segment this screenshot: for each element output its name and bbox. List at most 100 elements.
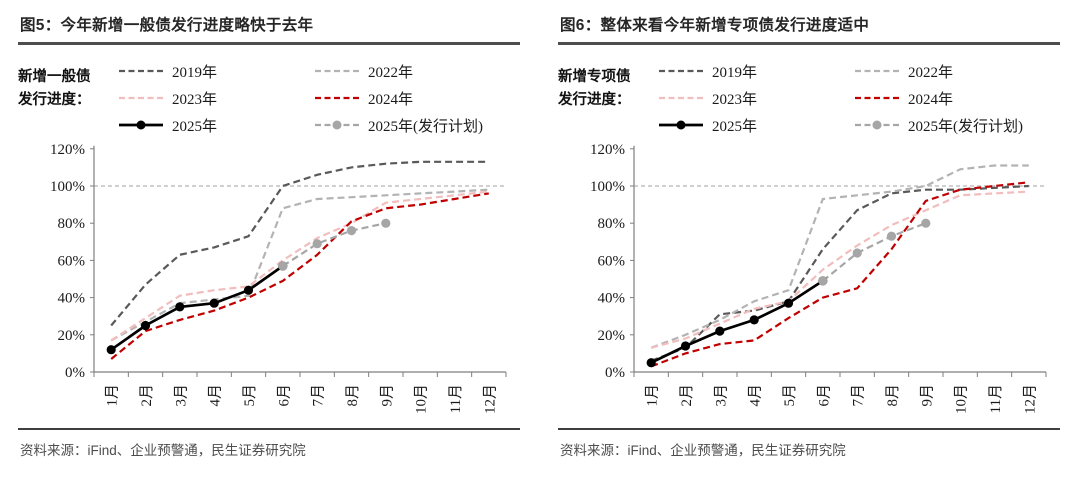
legend-item-2022年: 2022年 xyxy=(854,60,1023,82)
legend-item-2025年(发行计划): 2025年(发行计划) xyxy=(314,114,483,136)
series-marker-2025年(发行计划) xyxy=(886,231,897,241)
x-axis-tick-label: 11月 xyxy=(448,384,464,413)
chart-canvas: 0% 20% 40% 60% 80% 100% 120% 1月 2月 3月 4月 5月 6月 7月 8月 9月… xyxy=(50,142,507,414)
legend-marker-dot xyxy=(332,120,342,130)
legend-axis-label: 新增专项债 发行进度： xyxy=(558,58,658,136)
figure-title: 图5：今年新增一般债发行进度略快于去年 xyxy=(18,10,520,45)
x-axis-tick-label: 5月 xyxy=(242,384,258,407)
x-axis-tick-label: 12月 xyxy=(482,384,498,414)
x-axis-tick-label: 3月 xyxy=(713,384,729,407)
legend-line-swatch xyxy=(119,120,163,130)
series-marker-2025年 xyxy=(209,298,219,308)
x-axis-tick-label: 4月 xyxy=(748,384,764,407)
legend-line-swatch xyxy=(855,69,899,73)
series-marker-2025年 xyxy=(715,326,725,336)
y-axis-tick-label: 60% xyxy=(598,253,626,269)
legend: 新增一般债 发行进度： 2019年 2022年 2023年 2024年 2025… xyxy=(18,58,520,136)
legend-line-swatch xyxy=(119,96,163,100)
series-marker-2025年(发行计划) xyxy=(278,261,288,271)
x-axis-tick-label: 8月 xyxy=(345,384,361,407)
line-chart-special-bond-progress: 0% 20% 40% 60% 80% 100% 120% 1月 2月 3月 4月 5月 6月 7月 8月 9月… xyxy=(558,142,1060,424)
series-line-2025年(发行计划) xyxy=(282,222,387,267)
chart-canvas: 0% 20% 40% 60% 80% 100% 120% 1月 2月 3月 4月 5月 6月 7月 8月 9月… xyxy=(590,142,1047,414)
series-marker-2025年 xyxy=(783,298,794,308)
legend-marker-dot xyxy=(676,120,686,130)
y-axis-tick-label: 20% xyxy=(58,328,86,344)
series-marker-2025年(发行计划) xyxy=(312,239,322,249)
y-axis-tick-label: 60% xyxy=(58,253,86,269)
legend-series-label: 2022年 xyxy=(908,64,954,81)
legend-series-label: 2023年 xyxy=(172,91,218,108)
legend-axis-label-line2: 发行进度： xyxy=(18,92,91,109)
series-line-2024年 xyxy=(110,192,489,360)
x-axis-tick-label: 9月 xyxy=(919,384,935,407)
legend-items: 2019年 2022年 2023年 2024年 2025年 2025年(发行计划… xyxy=(118,58,483,136)
x-axis-tick-label: 12月 xyxy=(1022,384,1038,414)
legend-series-label: 2019年 xyxy=(712,64,758,81)
legend-line-swatch xyxy=(659,69,703,73)
y-axis-tick-label: 100% xyxy=(50,179,85,195)
y-axis-tick-label: 0% xyxy=(605,365,625,381)
legend-line-swatch xyxy=(855,96,899,100)
series-marker-2025年(发行计划) xyxy=(921,218,931,228)
legend-marker-dot xyxy=(136,120,146,130)
series-line-2025年(发行计划) xyxy=(822,222,927,282)
series-line-2022年 xyxy=(110,188,489,342)
legend-item-2024年: 2024年 xyxy=(854,87,1023,109)
legend-line-swatch xyxy=(315,96,359,100)
x-axis-tick-label: 7月 xyxy=(311,384,327,407)
report-figures-row: 图5：今年新增一般债发行进度略快于去年 新增一般债 发行进度： 2019年 20… xyxy=(0,0,1080,459)
y-axis-tick-label: 0% xyxy=(65,365,85,381)
series-marker-2025年 xyxy=(106,345,116,355)
legend-axis-label-line1: 新增一般债 xyxy=(18,69,91,85)
source-note: 资料来源：iFind、企业预警通，民生证券研究院 xyxy=(18,428,520,459)
legend-series-label: 2024年 xyxy=(368,91,414,108)
legend-series-label: 2025年(发行计划) xyxy=(908,118,1023,135)
x-axis-tick-label: 8月 xyxy=(885,384,901,407)
series-marker-2025年 xyxy=(680,341,691,351)
legend-axis-label-line2: 发行进度： xyxy=(558,92,631,109)
x-axis-tick-label: 11月 xyxy=(988,384,1004,413)
series-line-2023年 xyxy=(650,190,1029,349)
x-axis-tick-label: 10月 xyxy=(414,384,430,414)
legend-item-2022年: 2022年 xyxy=(314,60,483,82)
legend-item-2025年: 2025年 xyxy=(118,114,314,136)
legend-item-2023年: 2023年 xyxy=(658,87,854,109)
legend-item-2019年: 2019年 xyxy=(658,60,854,82)
series-line-2019年 xyxy=(650,184,1029,362)
legend-line-swatch xyxy=(315,120,359,130)
x-axis-tick-label: 1月 xyxy=(105,384,121,407)
x-axis-tick-label: 10月 xyxy=(954,384,970,414)
panel-fig6: 图6：整体来看今年新增专项债发行进度适中 新增专项债 发行进度： 2019年 2… xyxy=(540,0,1080,459)
y-axis-tick-label: 40% xyxy=(598,291,626,307)
series-marker-2025年 xyxy=(749,315,759,325)
x-axis-tick-label: 4月 xyxy=(208,384,224,407)
legend-series-label: 2024年 xyxy=(908,91,954,108)
series-marker-2025年(发行计划) xyxy=(346,226,357,236)
series-line-2025年 xyxy=(650,279,824,364)
series-marker-2025年 xyxy=(175,302,185,312)
series-line-2022年 xyxy=(650,164,1029,349)
legend-series-label: 2022年 xyxy=(368,64,414,81)
legend-series-label: 2025年(发行计划) xyxy=(368,118,483,135)
series-line-2025年 xyxy=(110,264,284,351)
legend: 新增专项债 发行进度： 2019年 2022年 2023年 2024年 2025… xyxy=(558,58,1060,136)
series-marker-2025年 xyxy=(243,285,254,295)
series-marker-2025年 xyxy=(140,320,151,331)
x-axis-tick-label: 5月 xyxy=(782,384,798,407)
line-chart-general-bond-progress: 0% 20% 40% 60% 80% 100% 120% 1月 2月 3月 4月 5月 6月 7月 8月 9月… xyxy=(18,142,520,424)
y-axis-tick-label: 120% xyxy=(590,142,625,158)
x-axis-tick-label: 2月 xyxy=(139,384,155,407)
x-axis-tick-label: 1月 xyxy=(645,384,661,407)
legend-line-swatch xyxy=(659,120,703,130)
series-line-2023年 xyxy=(110,190,489,342)
series-marker-2025年(发行计划) xyxy=(852,248,862,258)
legend-line-swatch xyxy=(855,120,899,130)
series-marker-2025年(发行计划) xyxy=(381,218,391,228)
y-axis-tick-label: 20% xyxy=(598,328,626,344)
panel-fig5: 图5：今年新增一般债发行进度略快于去年 新增一般债 发行进度： 2019年 20… xyxy=(0,0,540,459)
legend-item-2025年(发行计划): 2025年(发行计划) xyxy=(854,114,1023,136)
x-axis-tick-label: 6月 xyxy=(816,384,832,407)
series-line-2024年 xyxy=(650,181,1029,368)
legend-series-label: 2025年 xyxy=(172,118,218,135)
